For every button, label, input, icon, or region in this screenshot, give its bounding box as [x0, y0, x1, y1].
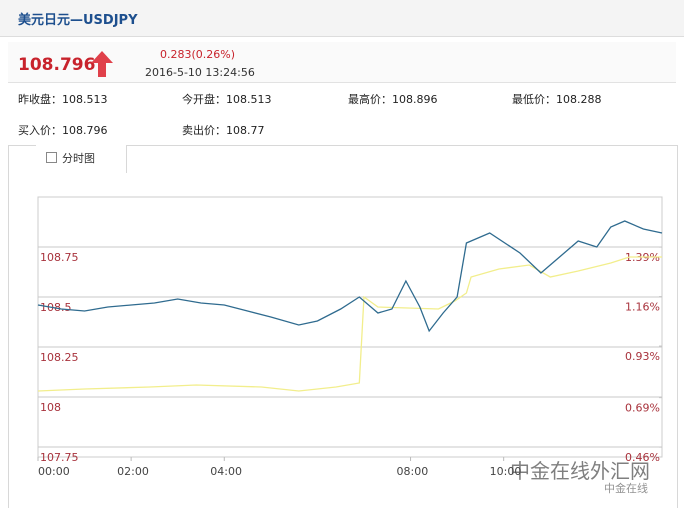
- x-tick-label: 00:00: [38, 465, 70, 478]
- stat-value: 108.796: [62, 124, 108, 137]
- x-tick-label: 02:00: [117, 465, 149, 478]
- price: 108.796: [18, 55, 96, 75]
- chart-panel: [8, 145, 678, 508]
- stat-value: 108.513: [62, 93, 108, 106]
- y2-tick-label: 0.93%: [625, 350, 660, 363]
- stat: 买入价：108.796: [18, 122, 108, 138]
- page-title: 美元日元—USDJPY: [18, 13, 138, 28]
- y-tick-label: 108: [40, 401, 61, 414]
- x-tick-label: 08:00: [397, 465, 429, 478]
- x-tick-label: 04:00: [210, 465, 242, 478]
- dropdown-icon[interactable]: [46, 152, 57, 163]
- watermark-sub: 中金在线: [604, 481, 648, 495]
- stat-value: 108.77: [226, 124, 265, 137]
- stat: 昨收盘：108.513: [18, 91, 108, 107]
- tab[interactable]: [36, 145, 127, 173]
- stat-value: 108.513: [226, 93, 272, 106]
- plot-frame: [37, 196, 663, 458]
- stat-label: 卖出价：: [182, 124, 226, 137]
- y2-tick-label: 0.69%: [625, 402, 660, 415]
- watermark: 中金在线外汇网: [510, 459, 650, 483]
- up-arrow: [91, 51, 113, 77]
- stat-label: 最高价：: [348, 93, 392, 106]
- quote-row: [8, 42, 676, 83]
- stat: 今开盘：108.513: [182, 91, 272, 107]
- stat-label: 今开盘：: [182, 93, 226, 106]
- price-change: 0.283(0.26%): [160, 48, 236, 61]
- title-bar: [0, 0, 684, 37]
- x-tick-label: 10:00: [490, 465, 522, 478]
- price-line: [37, 220, 663, 333]
- y-tick-label: 108.25: [40, 351, 79, 364]
- tab-label[interactable]: 分时图: [62, 152, 95, 165]
- y2-tick-label: 1.16%: [625, 301, 660, 314]
- stat: 最高价：108.896: [348, 91, 438, 107]
- stat-label: 昨收盘：: [18, 93, 62, 106]
- y-tick-label: 107.75: [40, 451, 79, 464]
- stat-value: 108.288: [556, 93, 602, 106]
- y-tick-label: 108.75: [40, 251, 79, 264]
- y2-tick-label: 0.46%: [625, 451, 660, 464]
- stat: 卖出价：108.77: [182, 122, 265, 138]
- stat-label: 买入价：: [18, 124, 62, 137]
- stat: 最低价：108.288: [512, 91, 602, 107]
- quote-time: 2016-5-10 13:24:56: [145, 66, 255, 79]
- price-line: [37, 256, 662, 392]
- stat-value: 108.896: [392, 93, 438, 106]
- stat-label: 最低价：: [512, 93, 556, 106]
